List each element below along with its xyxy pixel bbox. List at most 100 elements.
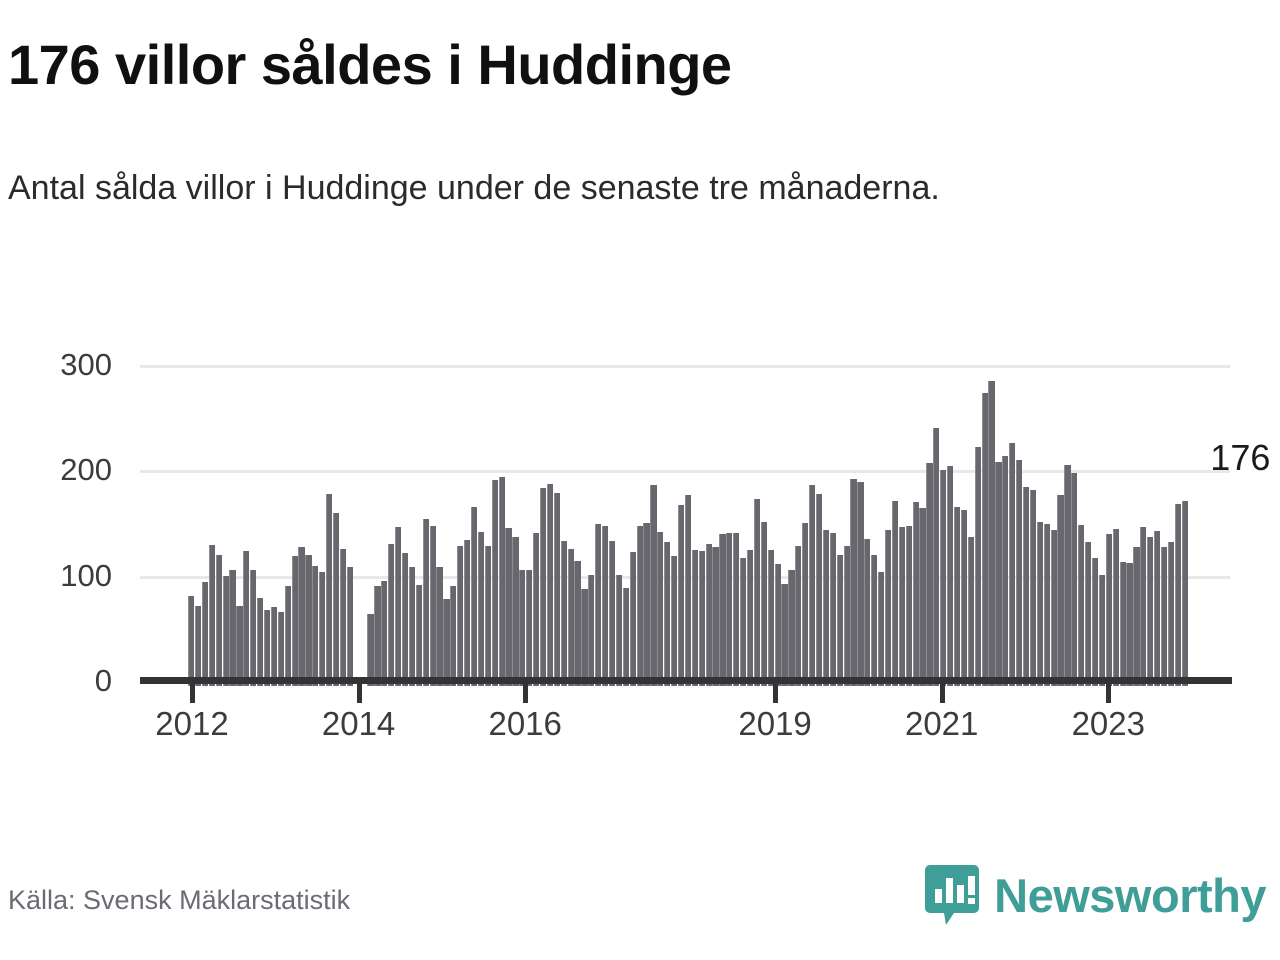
y-axis-tick-label: 0 — [94, 663, 112, 698]
bar — [602, 525, 609, 686]
bar — [1098, 575, 1106, 686]
bar — [871, 555, 878, 686]
bar — [864, 538, 871, 686]
bar — [367, 614, 374, 686]
bar — [374, 585, 381, 686]
bar — [843, 545, 850, 686]
bar — [270, 607, 278, 686]
bar — [967, 537, 974, 686]
x-axis-tick-label: 2014 — [321, 705, 396, 742]
bar — [815, 494, 823, 686]
bar — [926, 462, 933, 686]
bar — [760, 521, 767, 686]
bar — [1016, 459, 1023, 686]
bar — [339, 549, 347, 686]
bar — [326, 494, 333, 686]
x-axis-line — [140, 677, 1232, 684]
bar — [974, 446, 981, 686]
y-axis-tick-label: 300 — [60, 347, 112, 382]
bar — [1174, 503, 1181, 686]
x-axis-tick-label: 2023 — [1071, 705, 1145, 742]
bar — [898, 526, 905, 686]
bar — [802, 522, 809, 686]
bar — [512, 537, 519, 686]
x-axis-tick-label: 2012 — [155, 705, 229, 742]
bar — [947, 465, 954, 686]
bar — [753, 498, 761, 686]
bar — [1050, 530, 1057, 686]
newsworthy-logo: Newsworthy — [924, 864, 1266, 926]
bar — [491, 479, 498, 686]
bar — [767, 550, 774, 686]
bar — [1071, 473, 1078, 686]
bar — [464, 539, 471, 686]
bar — [705, 543, 712, 686]
bar — [622, 588, 629, 686]
bar — [395, 526, 402, 686]
bar — [636, 525, 643, 686]
bar — [574, 560, 581, 686]
bar — [243, 551, 250, 686]
x-axis-tick — [356, 684, 362, 703]
bar — [312, 565, 319, 686]
bar — [477, 532, 485, 686]
bar — [953, 506, 961, 686]
bar — [995, 461, 1002, 686]
bar — [691, 550, 698, 686]
bar — [981, 393, 988, 686]
bar — [608, 540, 616, 686]
bar — [229, 570, 236, 686]
gridline — [140, 365, 1230, 368]
bar — [671, 556, 678, 686]
bar — [298, 546, 305, 686]
bar — [201, 581, 209, 686]
bar — [657, 532, 664, 686]
y-axis-tick-label: 200 — [60, 452, 112, 488]
x-axis-tick — [773, 684, 779, 703]
bar — [878, 572, 885, 686]
x-axis-tick — [523, 684, 529, 703]
bar — [664, 541, 671, 686]
bar — [291, 556, 298, 686]
bar — [1085, 541, 1092, 686]
bar — [250, 570, 257, 686]
x-axis-tick-label: 2016 — [488, 705, 562, 742]
bar — [1009, 442, 1016, 686]
bar — [539, 487, 547, 686]
bar — [1119, 561, 1126, 686]
bar — [1022, 486, 1030, 686]
bar — [429, 525, 436, 686]
bar — [1133, 546, 1140, 686]
newsworthy-wordmark: Newsworthy — [994, 868, 1266, 922]
bar — [1112, 529, 1119, 686]
bar — [194, 605, 202, 686]
bar — [305, 555, 312, 686]
bar — [450, 585, 457, 686]
bar — [822, 530, 830, 686]
bar — [788, 570, 795, 686]
bar — [401, 553, 409, 686]
bar — [553, 493, 560, 686]
bar — [795, 545, 802, 686]
bar — [263, 610, 271, 686]
bar — [188, 596, 195, 686]
bar — [905, 525, 912, 686]
bar — [388, 543, 395, 686]
bar — [595, 523, 602, 686]
bar — [319, 572, 326, 686]
bar — [484, 545, 491, 686]
bar — [1105, 534, 1112, 686]
bar — [436, 566, 443, 686]
bar — [677, 504, 685, 686]
bar — [215, 555, 222, 686]
bar — [940, 470, 947, 686]
bar — [933, 427, 940, 686]
bar — [919, 508, 926, 686]
bar — [719, 534, 726, 686]
bar — [581, 589, 588, 686]
bar — [836, 555, 843, 686]
bar-series — [140, 365, 1230, 686]
bar — [533, 533, 540, 686]
bar — [643, 522, 650, 686]
